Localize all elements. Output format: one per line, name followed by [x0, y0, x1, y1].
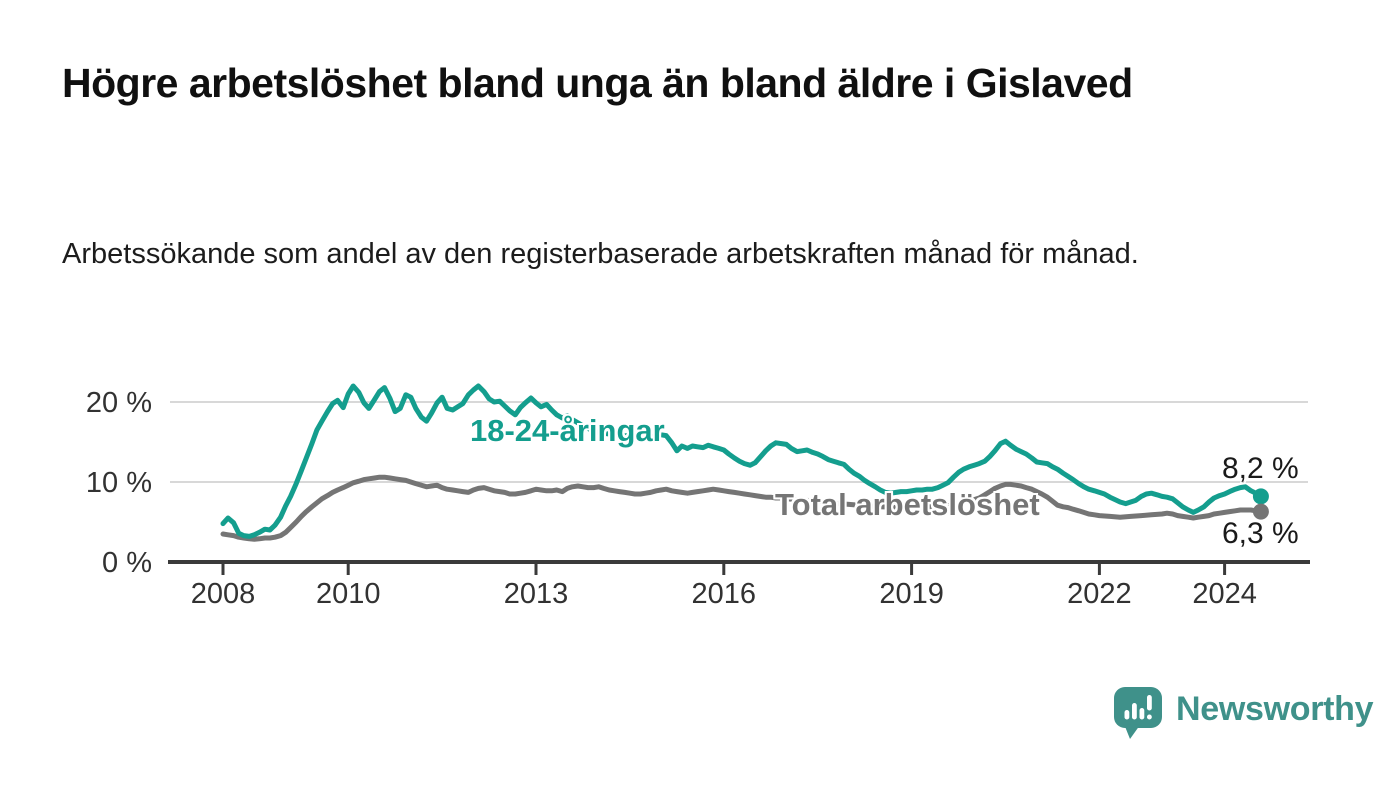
x-tick-label: 2013 [504, 578, 569, 610]
x-tick-label: 2016 [692, 578, 757, 610]
series-end-dot [1252, 503, 1269, 520]
x-tick-label: 2010 [316, 578, 381, 610]
bar-icon-small [1124, 710, 1130, 720]
y-tick-label: 10 % [86, 467, 152, 499]
x-tick-label: 2019 [879, 578, 944, 610]
series-label-youth: 18-24-åringar [470, 413, 665, 448]
newsworthy-logo: Newsworthy [1113, 686, 1374, 740]
x-tick-label: 2008 [191, 578, 256, 610]
bar-icon-tall [1132, 703, 1137, 720]
end-value-label-total: 6,3 % [1222, 517, 1299, 550]
y-tick-label: 0 % [102, 547, 152, 579]
exclamation-bar-icon [1147, 695, 1152, 711]
speech-bubble-tail [1124, 724, 1140, 739]
chart-title: Högre arbetslöshet bland unga än bland ä… [62, 60, 1133, 106]
newsworthy-logo-text: Newsworthy [1176, 690, 1374, 728]
end-value-label-youth: 8,2 % [1222, 452, 1299, 485]
newsworthy-logo-icon [1114, 687, 1162, 739]
y-tick-label: 20 % [86, 387, 152, 419]
series-end-dot [1252, 488, 1269, 505]
bar-icon-medium [1139, 708, 1145, 720]
x-tick-label: 2024 [1192, 578, 1257, 610]
chart-subtitle: Arbetssökande som andel av den registerb… [62, 238, 1139, 270]
series-label-total: Total arbetslöshet [775, 487, 1040, 522]
series-line [220, 383, 1264, 539]
series-line [220, 474, 1264, 542]
x-tick-label: 2022 [1067, 578, 1132, 610]
exclamation-dot-icon [1147, 714, 1152, 720]
